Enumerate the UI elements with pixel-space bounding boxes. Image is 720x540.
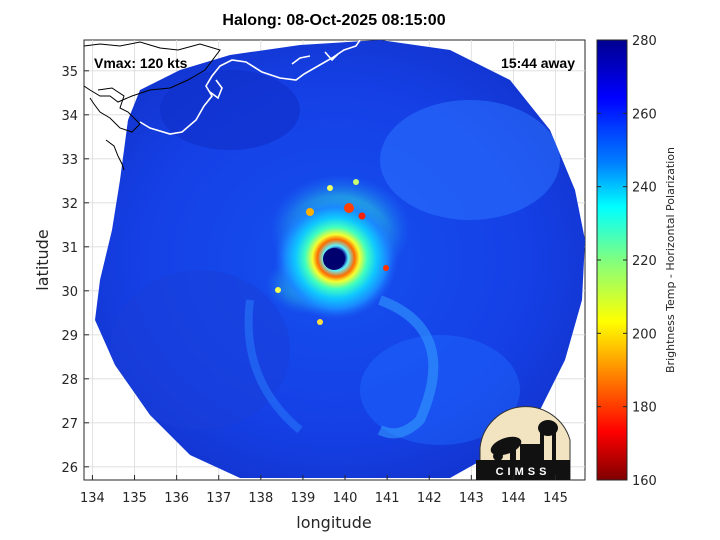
x-tick-label: 141	[375, 491, 400, 506]
colorbar-tick-label: 220	[632, 254, 657, 269]
storm-eye	[323, 248, 345, 270]
colorbar-tick-label: 280	[632, 34, 657, 49]
colorbar-label: Brightness Temp - Horizontal Polarizatio…	[664, 147, 677, 373]
satellite-swath	[95, 40, 585, 478]
x-tick-label: 140	[333, 491, 358, 506]
colorbar-ticks: 160 180 200 220 240 260 280	[597, 34, 657, 489]
x-tick-label: 144	[501, 491, 526, 506]
colorbar	[596, 39, 628, 481]
vmax-annotation: Vmax: 120 kts	[94, 55, 188, 71]
y-tick-label: 31	[61, 241, 78, 256]
cimss-logo: CIMSS	[476, 406, 571, 481]
cimss-logo-text: CIMSS	[496, 466, 551, 478]
x-tick-label: 137	[206, 491, 231, 506]
y-tick-label: 33	[61, 153, 78, 168]
x-tick-label: 142	[417, 491, 442, 506]
y-tick-label: 26	[61, 461, 78, 476]
y-tick-label: 35	[61, 65, 78, 80]
colorbar-tick-label: 260	[632, 107, 657, 122]
colorbar-tick-label: 160	[632, 474, 657, 489]
x-tick-label: 138	[248, 491, 273, 506]
y-tick-label: 28	[61, 373, 78, 388]
colorbar-tick-label: 200	[632, 327, 657, 342]
x-tick-label: 134	[80, 491, 105, 506]
y-tick-label: 32	[61, 197, 78, 212]
x-tick-label: 145	[543, 491, 568, 506]
x-axis-ticks: 134 135 136 137 138 139 140 141 142 143 144 145	[80, 475, 568, 506]
x-tick-label: 135	[122, 491, 147, 506]
time-away-annotation: 15:44 away	[501, 55, 575, 71]
y-axis-ticks: 26 27 28 29 30 31 32 33 34 35	[61, 65, 89, 476]
colorbar-tick-label: 180	[632, 401, 657, 416]
land-outline	[84, 41, 221, 171]
colorbar-tick-label: 240	[632, 181, 657, 196]
x-tick-label: 143	[459, 491, 484, 506]
x-axis-label: longitude	[296, 513, 371, 532]
coastline	[139, 40, 361, 135]
x-tick-label: 139	[291, 491, 316, 506]
y-tick-label: 34	[61, 109, 78, 124]
y-axis-label: latitude	[33, 229, 52, 290]
y-tick-label: 29	[61, 329, 78, 344]
x-tick-label: 136	[164, 491, 189, 506]
y-tick-label: 27	[61, 417, 78, 432]
map-title: Halong: 08-Oct-2025 08:15:00	[222, 12, 446, 29]
y-tick-label: 30	[61, 285, 78, 300]
